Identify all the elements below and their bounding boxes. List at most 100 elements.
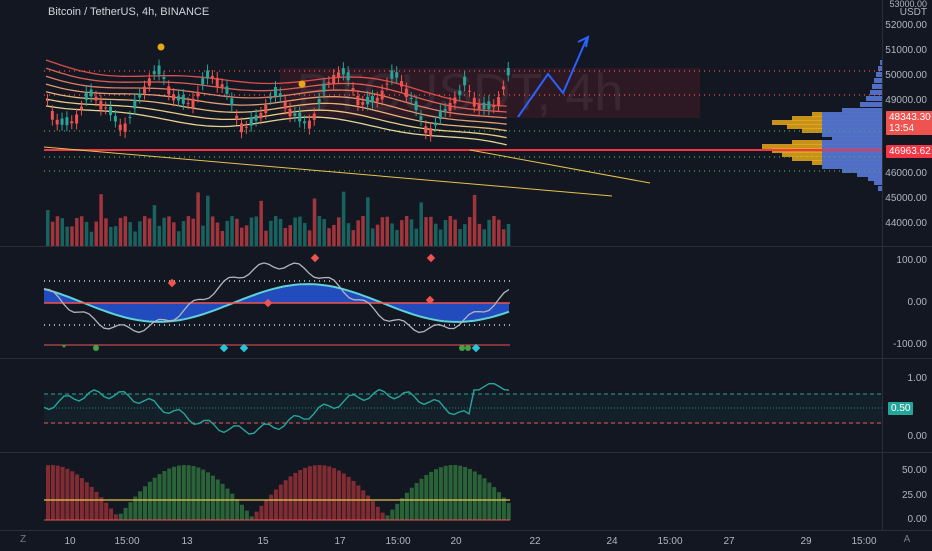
volume-bar [375,224,380,246]
histogram-bar [366,495,371,520]
histogram-bar [501,497,506,520]
volume-bar [206,195,210,246]
candle-body [448,102,452,111]
candle-body [482,102,486,109]
histogram-bar [99,497,104,520]
volume-profile-bar [880,60,882,65]
candle-body [128,116,132,118]
volume-bar [196,192,200,246]
volume-bar [201,225,205,246]
volume-bar [264,230,268,246]
volume-bar [147,218,152,246]
volume-bar [453,219,457,246]
histogram-bar [346,476,351,520]
osc-axis-label: 0.00 [907,297,927,308]
candle-body [46,100,49,101]
candle-body [113,116,117,122]
histogram-bar [487,482,492,520]
volume-bar [434,223,438,246]
histogram-bar [191,466,196,520]
candle-body [434,122,437,126]
auto-scale-button[interactable]: A [903,534,911,545]
volume-bar [293,217,297,246]
volume-bar [497,219,501,246]
candle-body [298,112,302,122]
volume-bar [477,223,482,246]
volume-bar [113,226,118,246]
histogram-bar [414,483,419,520]
rsi-line [43,382,510,435]
candle-body [351,88,355,91]
volume-bar [419,202,423,246]
candle-body [419,116,423,120]
candle-body [312,113,316,120]
volume-bar [138,221,142,246]
histogram-bar [400,498,405,520]
histogram-bar [225,488,230,520]
pane-divider[interactable] [0,358,932,359]
volume-bar [337,217,341,246]
volume-bar [167,216,171,246]
time-label: 15 [257,536,269,547]
current-price-tag: 48343.30 13:54 [886,111,932,135]
candle-body [176,95,180,101]
candle-body [235,115,239,120]
volume-bar [240,227,244,246]
histogram-bar [128,502,133,520]
ema-ribbon-line [45,75,507,119]
time-label: 15:00 [851,536,877,547]
histogram-bar [375,506,380,520]
volume-bar [327,228,331,246]
histogram-bar [259,505,264,520]
axis-label: 51000.00 [885,45,927,56]
buy-diamond [219,343,229,353]
histogram-bar [104,502,109,520]
volume-profile-bar [874,78,882,83]
candle-body [380,90,384,100]
zoom-toggle-button[interactable]: Z [19,534,27,545]
volume-bar [99,194,103,246]
candle-body [138,93,142,98]
candle-body [390,70,394,79]
price-axis[interactable]: 53000.00 USDT 52000.00 51000.00 50000.00… [882,0,932,530]
money-flow-line [43,262,510,334]
volume-bar [157,225,162,246]
volume-bar [438,229,443,246]
volume-profile-bar [832,136,882,141]
signal-dot [93,345,99,351]
candle-body [152,71,156,75]
time-axis[interactable]: 10 15:00 13 15 17 15:00 20 22 24 15:00 2… [0,530,932,551]
volume-bar [176,231,181,246]
volume-profile-bar [822,144,882,149]
histogram-bar [206,472,211,520]
candle-body [191,98,195,108]
candle-body [215,77,219,87]
candle-body [55,119,59,125]
volume-profile-bar [878,186,882,191]
pane-divider[interactable] [0,452,932,453]
candle-body [75,114,79,124]
supply-zone [280,68,700,118]
histogram-bar [404,492,409,520]
volume-bar [341,191,346,246]
symbol-title[interactable]: Bitcoin / TetherUS, 4h, BINANCE [48,6,210,18]
histogram-bar [249,516,254,520]
candle-body [123,123,127,132]
histogram-bar [395,503,400,520]
volume-bar [249,217,254,246]
buy-diamond [239,343,249,353]
volume-bar [380,217,385,246]
histogram-bar [133,496,138,520]
volume-bar [46,210,50,246]
sell-diamond [167,278,177,288]
pane-divider[interactable] [0,246,932,247]
histogram-bar [429,471,434,520]
candle-body [109,106,113,116]
volume-bar [424,217,428,246]
volume-bar [366,197,370,246]
time-label: 10 [64,536,76,547]
candle-body [356,96,360,106]
time-label: 15:00 [657,536,683,547]
